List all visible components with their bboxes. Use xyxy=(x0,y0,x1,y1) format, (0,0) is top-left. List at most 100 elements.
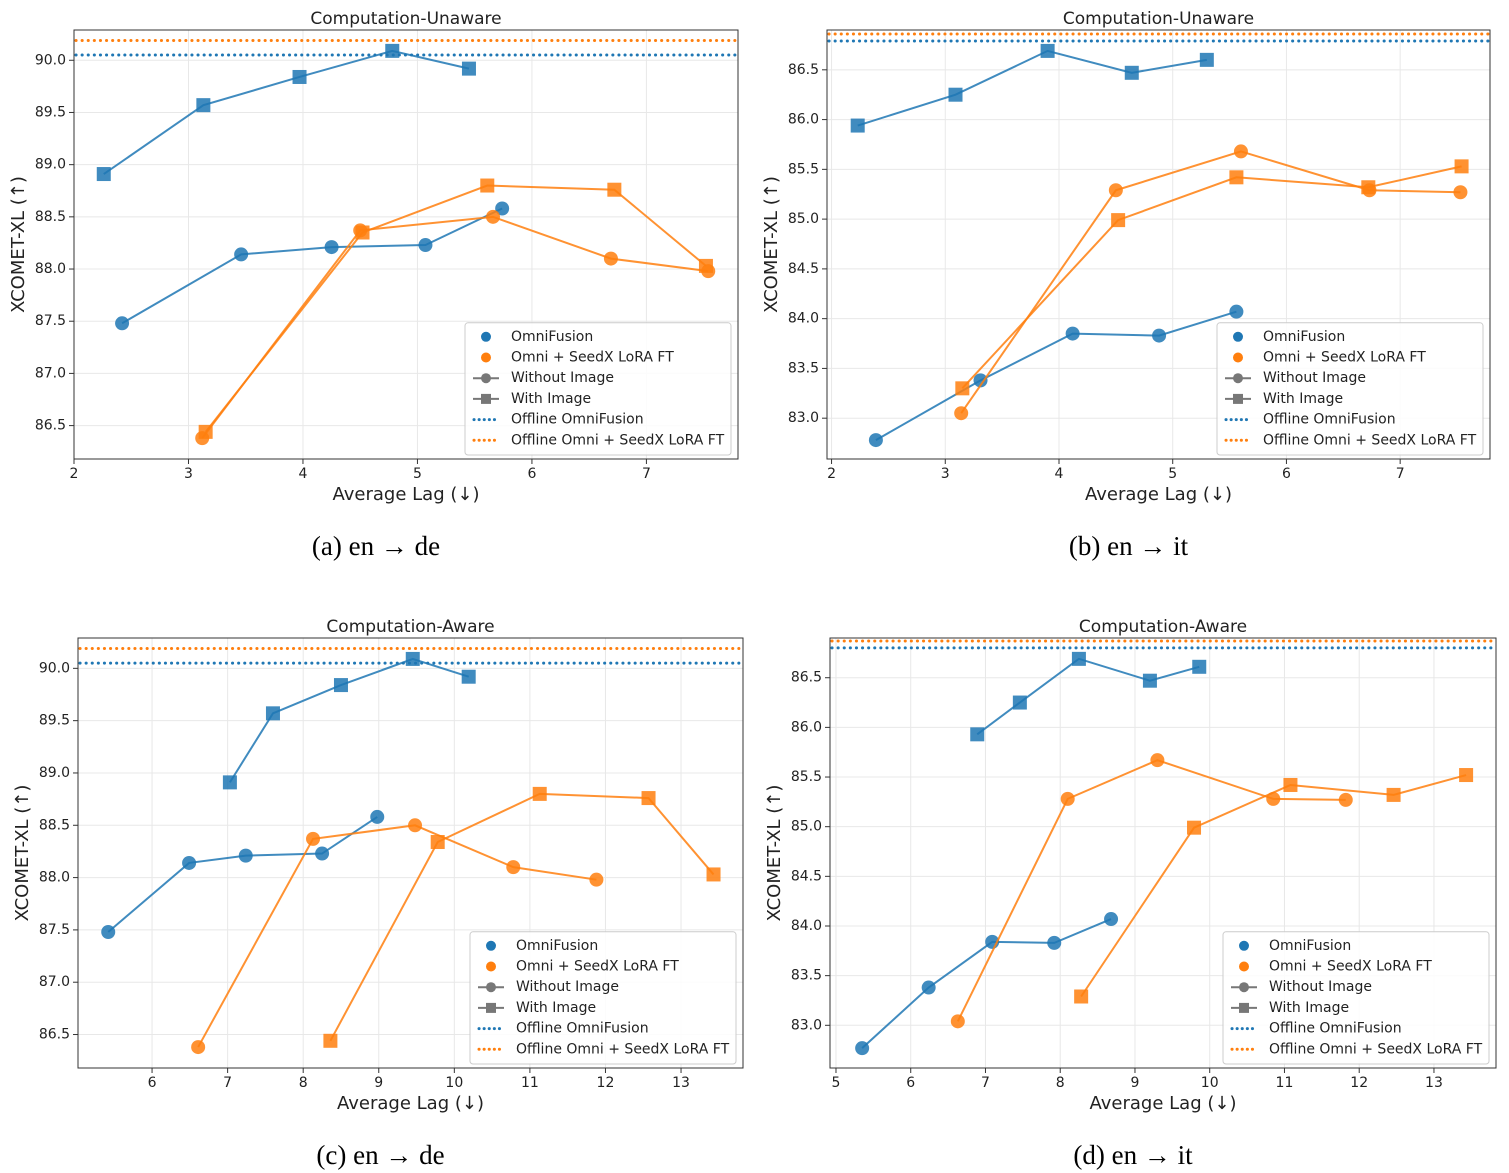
square-marker xyxy=(706,867,721,882)
x-axis-label: Average Lag (↓) xyxy=(1090,1093,1237,1114)
circle-marker xyxy=(324,240,339,255)
square-marker xyxy=(641,791,656,806)
y-tick-label: 90.0 xyxy=(35,52,66,68)
circle-marker xyxy=(921,980,936,995)
chart-title: Computation-Unaware xyxy=(1063,9,1254,29)
x-tick-label: 7 xyxy=(223,1075,232,1091)
square-marker xyxy=(850,118,865,133)
square-marker xyxy=(607,182,622,197)
circle-marker xyxy=(1338,792,1353,807)
y-axis-label: XCOMET-XL (↑) xyxy=(12,785,33,922)
x-tick-label: 5 xyxy=(1168,466,1177,482)
x-tick-label: 9 xyxy=(1131,1075,1140,1091)
legend-marker xyxy=(486,982,496,993)
square-marker xyxy=(955,381,970,396)
legend-label: With Image xyxy=(516,1000,596,1016)
y-tick-label: 86.0 xyxy=(788,112,819,128)
square-marker xyxy=(1124,65,1139,80)
circle-marker xyxy=(234,247,249,262)
square-marker xyxy=(196,98,211,113)
y-tick-label: 89.5 xyxy=(35,104,66,120)
circle-marker xyxy=(1104,912,1119,927)
chart-title: Computation-Unaware xyxy=(310,9,501,29)
legend-label: OmniFusion xyxy=(1263,329,1345,345)
caption: (c) en → de xyxy=(316,1140,444,1170)
square-marker xyxy=(970,727,985,742)
legend-label: With Image xyxy=(511,391,591,407)
legend-label: Without Image xyxy=(516,979,619,995)
square-marker xyxy=(1229,170,1244,185)
square-marker xyxy=(948,87,963,102)
square-marker xyxy=(1199,52,1214,67)
legend-box xyxy=(1222,931,1490,1065)
square-marker xyxy=(265,706,280,721)
legend-marker xyxy=(1233,393,1243,404)
square-marker xyxy=(461,669,476,684)
legend-marker xyxy=(486,940,496,951)
panel: 2 3 4 5 6 7 86.5 87.0 87.5 88.0 88.5 89.0 89.5 90.0 Co… xyxy=(8,9,739,561)
legend-label: Without Image xyxy=(1263,370,1366,386)
y-tick-label: 84.5 xyxy=(791,868,822,884)
circle-marker xyxy=(306,831,321,846)
y-axis-label: XCOMET-XL (↑) xyxy=(8,176,29,313)
square-marker xyxy=(461,61,476,76)
square-marker xyxy=(96,167,111,182)
circle-marker xyxy=(1453,185,1468,200)
y-tick-label: 86.5 xyxy=(791,670,822,686)
x-tick-label: 6 xyxy=(527,466,536,482)
x-tick-label: 11 xyxy=(1276,1075,1294,1091)
x-tick-label: 10 xyxy=(445,1075,463,1091)
circle-marker xyxy=(603,251,618,266)
legend-label: Without Image xyxy=(511,370,614,386)
circle-marker xyxy=(1229,304,1244,319)
x-tick-label: 4 xyxy=(299,466,308,482)
circle-marker xyxy=(191,1040,206,1055)
square-marker xyxy=(1459,768,1474,783)
legend-label: Without Image xyxy=(1269,979,1372,995)
circle-marker xyxy=(589,872,604,887)
legend-label: OmniFusion xyxy=(1269,938,1351,954)
legend-marker xyxy=(481,373,491,384)
square-marker xyxy=(1187,820,1202,835)
square-marker xyxy=(385,43,400,58)
circle-marker xyxy=(495,201,510,216)
panel: 5 6 7 8 9 10 11 12 13 83.0 83.5 84.0 84.5 85.0 85.5 86.… xyxy=(764,617,1497,1170)
y-tick-label: 83.0 xyxy=(791,1017,822,1033)
legend-label: OmniFusion xyxy=(511,329,593,345)
y-tick-label: 88.5 xyxy=(39,817,70,833)
x-tick-label: 9 xyxy=(374,1075,383,1091)
legend: OmniFusion Omni + SeedX LoRA FT Without Im… xyxy=(1222,931,1490,1065)
legend-label: Offline OmniFusion xyxy=(1263,412,1396,428)
y-tick-label: 88.0 xyxy=(35,261,66,277)
square-marker xyxy=(405,651,420,666)
legend-marker xyxy=(486,1002,496,1013)
legend-label: Offline Omni + SeedX LoRA FT xyxy=(516,1041,730,1057)
legend-label: Omni + SeedX LoRA FT xyxy=(516,959,679,975)
x-tick-label: 8 xyxy=(1056,1075,1065,1091)
legend-label: Offline OmniFusion xyxy=(1269,1021,1402,1037)
y-axis-label: XCOMET-XL (↑) xyxy=(761,176,782,313)
legend-box xyxy=(464,322,732,456)
y-axis-label: XCOMET-XL (↑) xyxy=(764,785,785,922)
legend-label: Offline OmniFusion xyxy=(516,1021,649,1037)
x-tick-label: 7 xyxy=(642,466,651,482)
circle-marker xyxy=(950,1014,965,1029)
legend-box xyxy=(1216,322,1484,456)
x-axis-label: Average Lag (↓) xyxy=(333,484,480,505)
x-tick-label: 7 xyxy=(1396,466,1405,482)
circle-marker xyxy=(1065,326,1080,341)
legend-label: Offline OmniFusion xyxy=(511,412,644,428)
x-tick-label: 6 xyxy=(148,1075,157,1091)
y-tick-label: 85.5 xyxy=(788,161,819,177)
x-tick-label: 10 xyxy=(1201,1075,1219,1091)
x-tick-label: 8 xyxy=(299,1075,308,1091)
x-tick-label: 5 xyxy=(832,1075,841,1091)
y-tick-label: 83.5 xyxy=(791,968,822,984)
x-tick-label: 11 xyxy=(521,1075,539,1091)
y-tick-label: 86.5 xyxy=(35,418,66,434)
square-marker xyxy=(333,678,348,693)
y-tick-label: 85.5 xyxy=(791,769,822,785)
square-marker xyxy=(1192,659,1207,674)
circle-marker xyxy=(1266,791,1281,806)
